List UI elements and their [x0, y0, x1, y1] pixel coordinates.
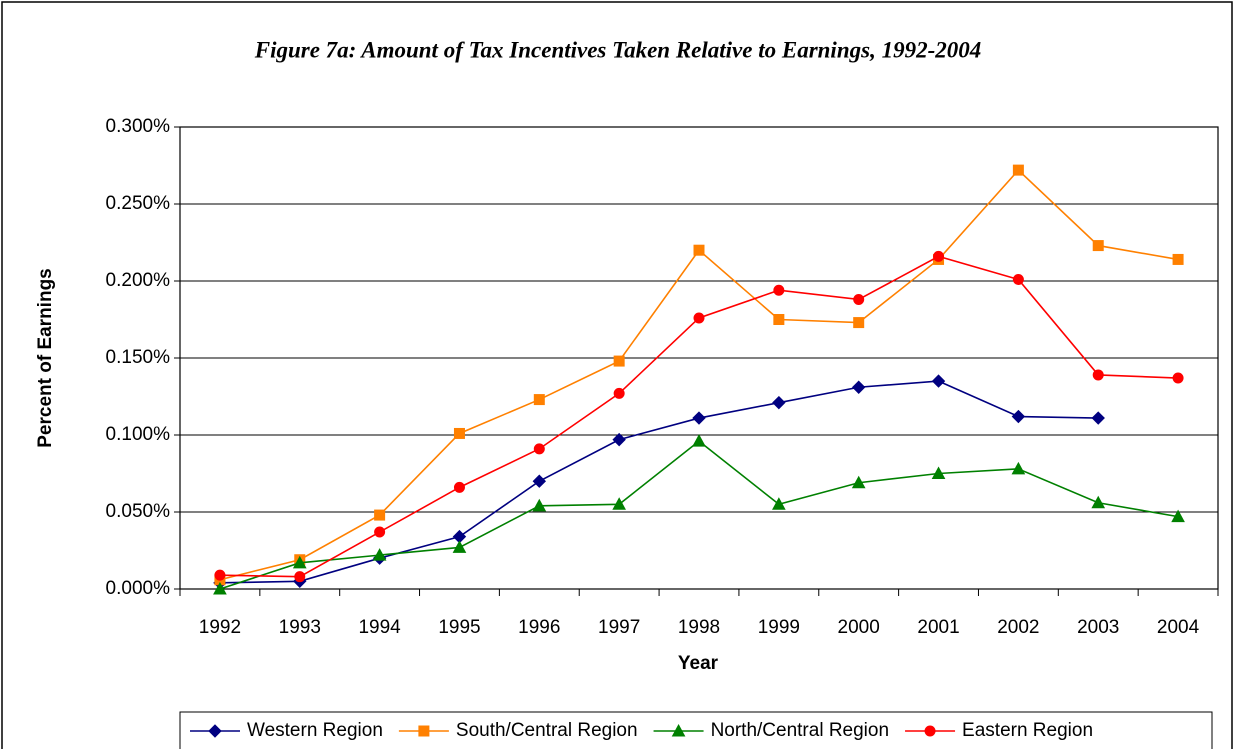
marker — [851, 475, 866, 489]
marker — [931, 374, 946, 388]
marker — [613, 355, 625, 367]
y-tick-label: 0.100% — [106, 424, 171, 445]
marker — [773, 284, 785, 296]
marker — [613, 387, 625, 399]
marker — [374, 526, 386, 538]
marker — [692, 434, 706, 447]
marker — [612, 432, 626, 447]
x-axis-label: Year — [678, 653, 719, 674]
chart-title: Figure 7a: Amount of Tax Incentives Take… — [254, 37, 981, 62]
x-tick-label: 1998 — [678, 617, 720, 638]
x-tick-label: 1997 — [598, 617, 640, 638]
legend-label: South/Central Region — [456, 720, 638, 741]
marker — [1172, 372, 1184, 384]
marker — [851, 380, 866, 394]
plot-border — [179, 126, 1219, 590]
marker — [292, 555, 307, 569]
x-tick-label: 1995 — [438, 617, 480, 638]
x-tick-label: 1992 — [199, 617, 241, 638]
y-tick-label: 0.000% — [106, 578, 171, 599]
marker — [1091, 411, 1105, 425]
marker — [1012, 273, 1024, 285]
marker — [1011, 461, 1026, 475]
marker — [671, 723, 686, 737]
marker — [1171, 509, 1185, 523]
marker — [294, 571, 306, 583]
marker — [693, 312, 705, 324]
series-line — [219, 380, 1099, 584]
marker — [213, 581, 227, 595]
x-tick-label: 2000 — [838, 617, 880, 638]
y-axis-label: Percent of Earnings — [35, 268, 56, 448]
marker — [773, 314, 785, 325]
y-tick-label: 0.150% — [106, 347, 171, 368]
marker — [372, 548, 387, 561]
marker — [1091, 495, 1106, 509]
x-tick-label: 1994 — [358, 617, 401, 638]
marker — [1092, 240, 1104, 252]
marker — [533, 394, 545, 406]
marker — [853, 293, 865, 305]
marker — [1092, 369, 1104, 381]
marker — [453, 427, 465, 439]
y-tick-label: 0.300% — [106, 116, 171, 137]
legend-label: Western Region — [247, 720, 383, 741]
x-tick-label: 1999 — [758, 617, 800, 638]
marker — [533, 443, 545, 455]
legend-label: Eastern Region — [962, 720, 1093, 741]
marker — [692, 411, 706, 425]
legend-box — [179, 711, 1213, 754]
marker — [924, 725, 936, 737]
marker — [418, 725, 430, 737]
marker — [1172, 253, 1184, 265]
x-tick-label: 1996 — [518, 617, 560, 638]
x-tick-label: 2004 — [1157, 617, 1200, 638]
y-tick-label: 0.200% — [106, 270, 171, 291]
x-tick-label: 2002 — [997, 617, 1039, 638]
y-tick-label: 0.250% — [106, 193, 171, 214]
marker — [532, 498, 547, 512]
marker — [853, 317, 865, 329]
marker — [374, 509, 386, 521]
marker — [933, 250, 945, 262]
marker — [532, 474, 547, 488]
marker — [1011, 409, 1026, 424]
x-tick-label: 2001 — [917, 617, 959, 638]
marker — [612, 497, 626, 510]
marker — [214, 569, 226, 581]
y-tick-label: 0.050% — [106, 501, 171, 522]
legend-label: North/Central Region — [711, 720, 889, 741]
marker — [452, 540, 467, 553]
marker — [772, 497, 786, 510]
marker — [453, 481, 465, 493]
marker — [772, 395, 786, 410]
marker — [208, 724, 222, 738]
marker — [693, 244, 705, 256]
marker — [931, 466, 946, 479]
x-tick-label: 1993 — [279, 617, 321, 638]
marker — [1012, 164, 1024, 176]
x-tick-label: 2003 — [1077, 617, 1119, 638]
